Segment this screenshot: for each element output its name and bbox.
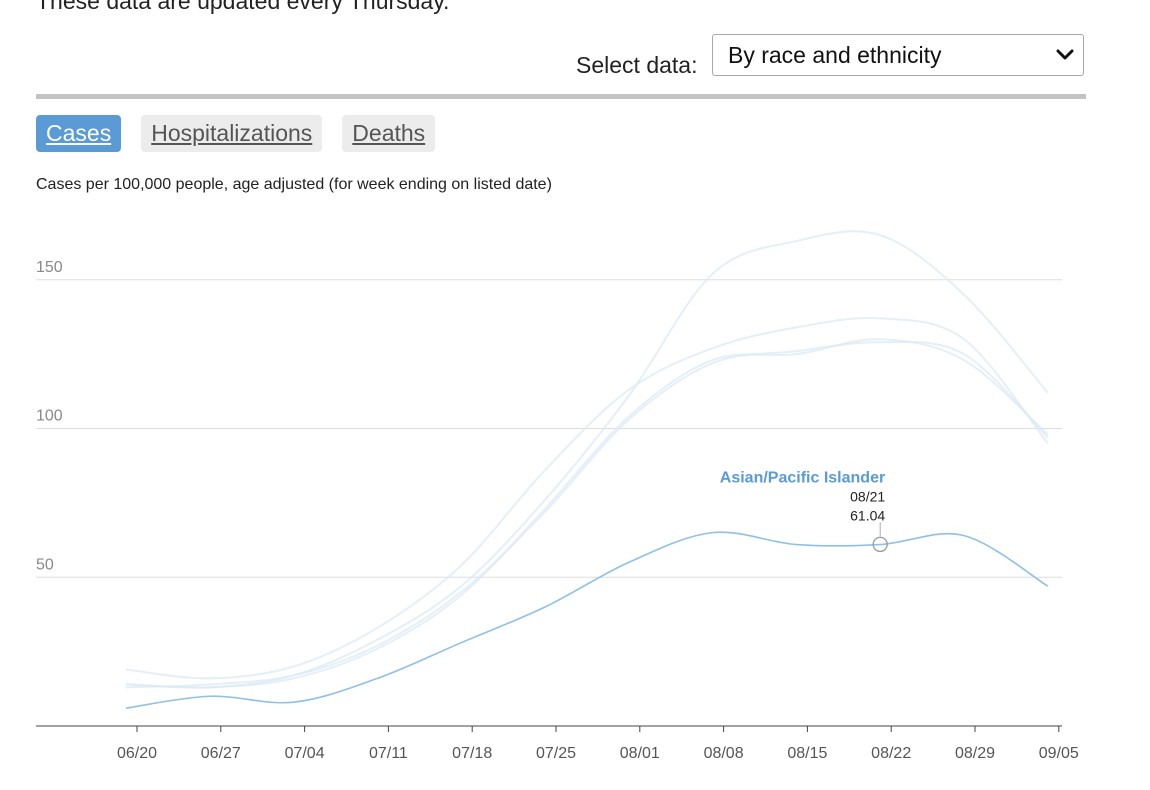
tooltip-value: 61.04: [850, 507, 885, 523]
y-axis-ticks: 50 100 150: [36, 259, 63, 574]
x-tick-label: 08/15: [787, 745, 827, 762]
x-tick-label: 08/29: [955, 745, 995, 762]
x-tick-label: 07/25: [536, 745, 576, 762]
data-select-dropdown[interactable]: By race and ethnicity: [712, 34, 1084, 76]
section-divider: [36, 94, 1086, 99]
x-tick-label: 07/04: [285, 745, 325, 762]
tooltip-marker: [872, 536, 888, 553]
x-tick-label: 06/27: [201, 745, 241, 762]
tooltip: Asian/Pacific Islander 08/21 61.04: [720, 469, 888, 553]
series-lines: [125, 230, 1049, 709]
select-data-label: Select data:: [576, 51, 698, 78]
x-tick-label: 08/08: [704, 745, 744, 762]
y-tick-label: 100: [36, 408, 63, 425]
series-line-2: [125, 341, 1049, 689]
select-data-row: Select data: By race and ethnicity: [576, 34, 1084, 78]
data-select-value: By race and ethnicity: [728, 41, 942, 68]
x-tick-label: 06/20: [117, 745, 157, 762]
y-tick-label: 50: [36, 556, 54, 573]
tab-cases[interactable]: Cases: [36, 115, 122, 152]
series-line-3: [125, 338, 1049, 689]
metric-tabs: Cases Hospitalizations Deaths: [36, 115, 436, 152]
y-tick-label: 150: [36, 259, 63, 276]
x-axis: 06/20 06/27 07/04 07/11 07/18 07/25 08/01 08/08…: [36, 725, 1079, 762]
chart-title: Cases per 100,000 people, age adjusted (…: [36, 176, 552, 193]
gridlines: [36, 279, 1062, 578]
update-note: These data are updated every Thursday.: [36, 0, 450, 14]
tooltip-date: 08/21: [850, 488, 885, 504]
chevron-down-icon: [1047, 49, 1083, 61]
tab-deaths[interactable]: Deaths: [342, 115, 436, 152]
x-tick-label: 09/05: [1039, 745, 1079, 762]
series-line-1: [125, 317, 1049, 680]
tab-hospitalizations[interactable]: Hospitalizations: [141, 115, 323, 152]
x-tick-label: 07/18: [452, 745, 492, 762]
x-tick-label: 08/22: [871, 745, 911, 762]
x-tick-label: 07/11: [369, 745, 408, 762]
x-tick-label: 08/01: [620, 745, 660, 762]
series-line-highlighted: [125, 531, 1049, 709]
tooltip-series-name: Asian/Pacific Islander: [720, 469, 885, 486]
